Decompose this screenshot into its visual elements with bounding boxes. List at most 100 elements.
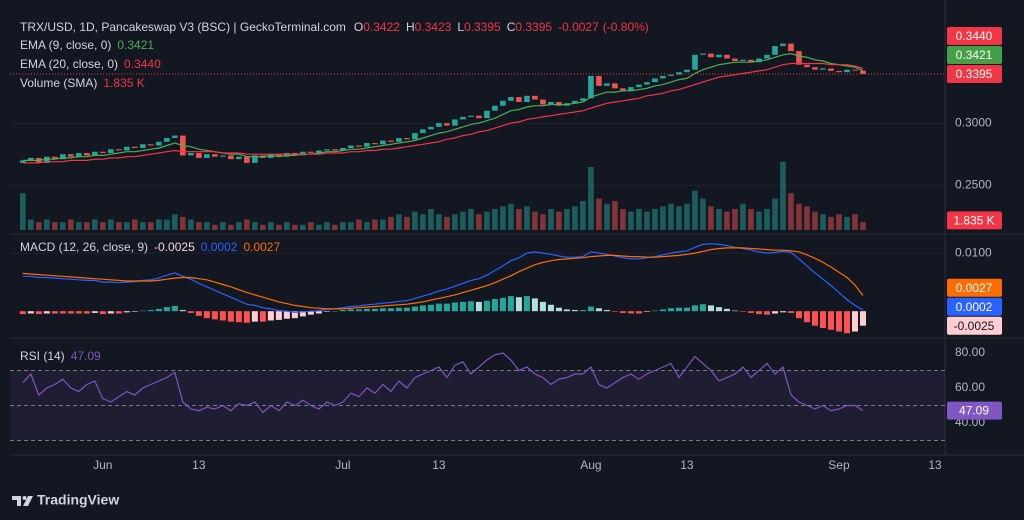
legend-macd: MACD (12, 26, close, 9) -0.0025 0.0002 0.00… [20, 240, 280, 254]
legend-name: MACD (12, 26, close, 9) [20, 240, 148, 254]
volume-bar [780, 161, 786, 230]
volume-bar [124, 222, 130, 230]
volume-bar [452, 214, 458, 230]
legend-volume: Volume (SMA) 1.835 K [20, 76, 145, 90]
candle [764, 54, 770, 59]
price-tag-bg [947, 27, 1002, 46]
candle [148, 144, 154, 146]
candle [380, 140, 386, 145]
x-tick-label: Jun [93, 458, 112, 472]
macd-histogram-bar [91, 311, 98, 313]
candle [620, 88, 626, 91]
symbol-title: TRX/USD, 1D, Pancakeswap V3 (BSC) | Geck… [20, 20, 346, 34]
candle [100, 151, 106, 153]
price-tag-bg [947, 297, 1002, 316]
candle [196, 152, 202, 158]
volume-bar [524, 206, 530, 230]
macd-histogram-bar [475, 301, 482, 312]
macd-histogram-bar [707, 305, 714, 312]
macd-histogram-bar [675, 307, 682, 312]
macd-histogram-bar [787, 311, 794, 313]
volume-bar [268, 222, 274, 230]
volume-bar [292, 224, 298, 230]
candle [140, 144, 146, 148]
macd-histogram-bar [691, 305, 698, 312]
macd-histogram-bar [859, 311, 866, 326]
candle [636, 84, 642, 88]
volume-bar [204, 222, 210, 230]
volume-bar [556, 211, 562, 230]
candle [716, 54, 722, 58]
volume-bar [308, 222, 314, 230]
volume-bar [828, 216, 834, 230]
macd-histogram-bar [763, 311, 770, 315]
volume-bar [660, 206, 666, 230]
volume-bar [500, 206, 506, 230]
volume-bar [540, 214, 546, 230]
candle [780, 43, 786, 47]
volume-bar [804, 206, 810, 230]
volume-bar [564, 209, 570, 230]
macd-histogram-bar [35, 311, 42, 315]
candle [404, 138, 410, 140]
x-tick-label: 13 [928, 458, 942, 472]
candle [548, 102, 554, 105]
price-tag: 0.3395 [956, 67, 993, 81]
macd-histogram-bar [715, 307, 722, 312]
volume-bar [348, 222, 354, 230]
price-tag: 0.3421 [956, 48, 993, 62]
candle [324, 149, 330, 151]
volume-bar [612, 201, 618, 230]
macd-histogram-bar [147, 310, 154, 312]
macd-histogram-bar [123, 311, 130, 313]
candle [556, 102, 562, 106]
volume-bar [148, 222, 154, 230]
volume-bar [708, 206, 714, 230]
macd-histogram-bar [531, 298, 538, 312]
macd-histogram-bar [723, 308, 730, 312]
candle [516, 97, 522, 103]
macd-histogram-bar [395, 307, 402, 312]
signal-line [22, 247, 864, 310]
volume-bar [228, 224, 234, 230]
volume-bar [604, 203, 610, 230]
candle [580, 98, 586, 101]
ohlc-value: 0.3395 [515, 20, 552, 34]
volume-bar [444, 216, 450, 230]
ohlc-value: 0.3422 [363, 20, 400, 34]
y-tick-label: 0.2500 [955, 177, 992, 191]
candle [708, 53, 714, 58]
macd-histogram-bar [139, 310, 146, 312]
candle [460, 116, 466, 120]
volume-bar [740, 203, 746, 230]
volume-bar [252, 222, 258, 230]
candle [820, 68, 826, 70]
volume-bar [172, 214, 178, 230]
macd-histogram-bar [403, 307, 410, 312]
candle [412, 133, 418, 140]
legend-value: 0.0027 [243, 240, 280, 254]
macd-histogram-bar [283, 311, 290, 319]
macd-histogram-bar [843, 311, 850, 334]
legend-value: 0.3421 [117, 38, 154, 52]
macd-histogram-bar [323, 311, 330, 312]
volume-bar [724, 211, 730, 230]
macd-histogram-bar [419, 305, 426, 312]
candle [692, 54, 698, 70]
volume-bar [748, 209, 754, 230]
legend-value: -0.0025 [154, 240, 195, 254]
candle [540, 99, 546, 105]
macd-histogram-bar [835, 311, 842, 332]
volume-bar [588, 167, 594, 230]
volume-bar [188, 219, 194, 230]
macd-histogram-bar [155, 308, 162, 312]
macd-histogram-bar [595, 308, 602, 312]
candle [388, 140, 394, 142]
candle [68, 154, 74, 157]
volume-bar [732, 209, 738, 230]
macd-histogram-bar [387, 308, 394, 312]
volume-bar [772, 198, 778, 230]
macd-histogram-bar [131, 311, 138, 312]
